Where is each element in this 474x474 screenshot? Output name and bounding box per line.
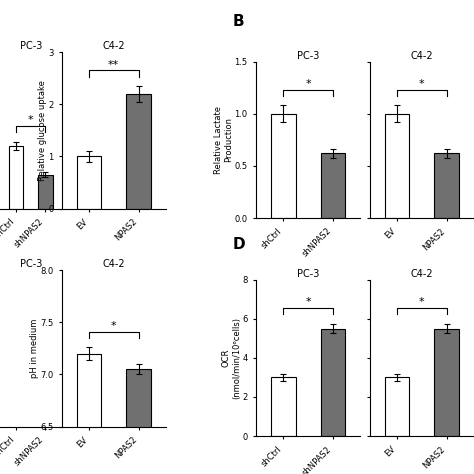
Text: *: * (305, 297, 311, 307)
Title: C4-2: C4-2 (410, 51, 433, 61)
Bar (320, 154, 346, 218)
Bar (126, 94, 151, 209)
Text: *: * (419, 297, 425, 307)
Bar (76, 156, 101, 209)
Bar (320, 328, 346, 436)
Title: C4-2: C4-2 (410, 269, 433, 279)
Text: **: ** (108, 60, 119, 70)
Y-axis label: pH in medium: pH in medium (30, 319, 39, 378)
Y-axis label: OCR
(nmol/min/10⁶cells): OCR (nmol/min/10⁶cells) (221, 317, 241, 399)
Bar (434, 154, 459, 218)
Title: C4-2: C4-2 (102, 41, 125, 51)
Text: B: B (232, 14, 244, 29)
Bar (76, 354, 101, 474)
Text: *: * (28, 115, 34, 126)
Text: *: * (111, 321, 117, 331)
Bar (126, 369, 151, 474)
Text: *: * (419, 79, 425, 89)
Text: *: * (305, 79, 311, 89)
Title: PC-3: PC-3 (19, 259, 42, 269)
Bar (384, 114, 410, 218)
Bar (271, 114, 296, 218)
Title: PC-3: PC-3 (19, 41, 42, 51)
Text: D: D (232, 237, 245, 252)
Bar (384, 377, 410, 436)
Y-axis label: Relative Lactate
Production: Relative Lactate Production (214, 106, 233, 174)
Bar (434, 328, 459, 436)
Bar (9, 146, 24, 209)
Title: PC-3: PC-3 (297, 269, 319, 279)
Title: C4-2: C4-2 (102, 259, 125, 269)
Bar (38, 175, 53, 209)
Bar (271, 377, 296, 436)
Y-axis label: Relative glucose uptake: Relative glucose uptake (37, 80, 46, 181)
Title: PC-3: PC-3 (297, 51, 319, 61)
